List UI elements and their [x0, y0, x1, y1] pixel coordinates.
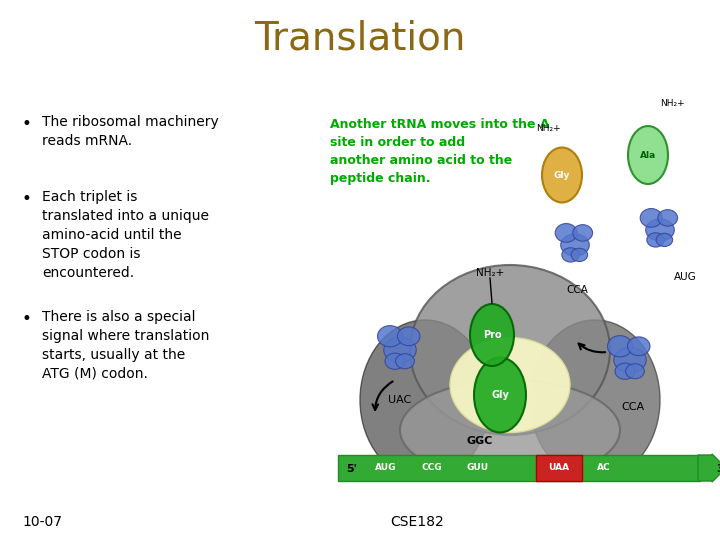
Text: NH₂+: NH₂+	[660, 99, 684, 108]
Ellipse shape	[647, 233, 665, 247]
Text: Ala: Ala	[640, 151, 656, 159]
Text: CCA: CCA	[566, 285, 588, 295]
Text: Gly: Gly	[554, 171, 570, 179]
Ellipse shape	[470, 304, 514, 366]
Text: •: •	[22, 115, 32, 133]
Text: GGC: GGC	[467, 436, 493, 446]
Ellipse shape	[613, 348, 647, 373]
Text: There is also a special
signal where translation
starts, usually at the
ATG (M) : There is also a special signal where tra…	[42, 310, 210, 381]
Ellipse shape	[571, 248, 588, 261]
Ellipse shape	[646, 219, 675, 241]
Text: Each triplet is
translated into a unique
amino-acid until the
STOP codon is
enco: Each triplet is translated into a unique…	[42, 190, 209, 280]
Ellipse shape	[608, 336, 632, 357]
Ellipse shape	[628, 337, 650, 356]
Text: Translation: Translation	[254, 19, 466, 57]
Text: Pro: Pro	[482, 330, 501, 340]
Ellipse shape	[377, 326, 402, 347]
Text: CSE182: CSE182	[390, 515, 444, 529]
Ellipse shape	[615, 363, 635, 380]
Ellipse shape	[384, 338, 416, 362]
Ellipse shape	[360, 320, 490, 480]
Ellipse shape	[628, 126, 668, 184]
FancyArrow shape	[698, 454, 720, 482]
Ellipse shape	[561, 234, 589, 256]
Text: •: •	[22, 190, 32, 208]
Text: CCA: CCA	[621, 402, 644, 412]
Text: CCG: CCG	[422, 463, 442, 472]
Ellipse shape	[450, 338, 570, 433]
Bar	[536, 455, 582, 481]
Ellipse shape	[640, 208, 662, 227]
Text: GUU: GUU	[467, 463, 489, 472]
Text: Another tRNA moves into the A
site in order to add
another amino acid to the
pep: Another tRNA moves into the A site in or…	[330, 118, 549, 185]
Ellipse shape	[573, 225, 593, 241]
Text: UAC: UAC	[388, 395, 412, 405]
Ellipse shape	[474, 357, 526, 433]
Ellipse shape	[656, 233, 672, 246]
Text: 10-07: 10-07	[22, 515, 62, 529]
Text: 3': 3'	[716, 464, 720, 474]
Ellipse shape	[626, 364, 644, 379]
Ellipse shape	[385, 353, 405, 369]
Text: Gly: Gly	[491, 390, 509, 400]
Text: The ribosomal machinery
reads mRNA.: The ribosomal machinery reads mRNA.	[42, 115, 219, 148]
Text: •: •	[22, 310, 32, 328]
Bar	[338, 455, 700, 481]
Ellipse shape	[400, 380, 620, 480]
Text: UAA: UAA	[549, 463, 570, 472]
Text: NH₂+: NH₂+	[536, 124, 560, 133]
Ellipse shape	[395, 354, 415, 369]
Text: AUG: AUG	[375, 463, 397, 472]
Ellipse shape	[397, 327, 420, 346]
Text: 5': 5'	[346, 464, 357, 474]
Ellipse shape	[542, 147, 582, 202]
Ellipse shape	[555, 224, 577, 242]
Text: AC: AC	[597, 463, 611, 472]
Ellipse shape	[530, 320, 660, 480]
Text: NH₂+: NH₂+	[476, 268, 504, 278]
Ellipse shape	[410, 265, 610, 435]
Ellipse shape	[562, 248, 580, 262]
Text: AUG: AUG	[674, 272, 696, 282]
Ellipse shape	[658, 210, 678, 226]
